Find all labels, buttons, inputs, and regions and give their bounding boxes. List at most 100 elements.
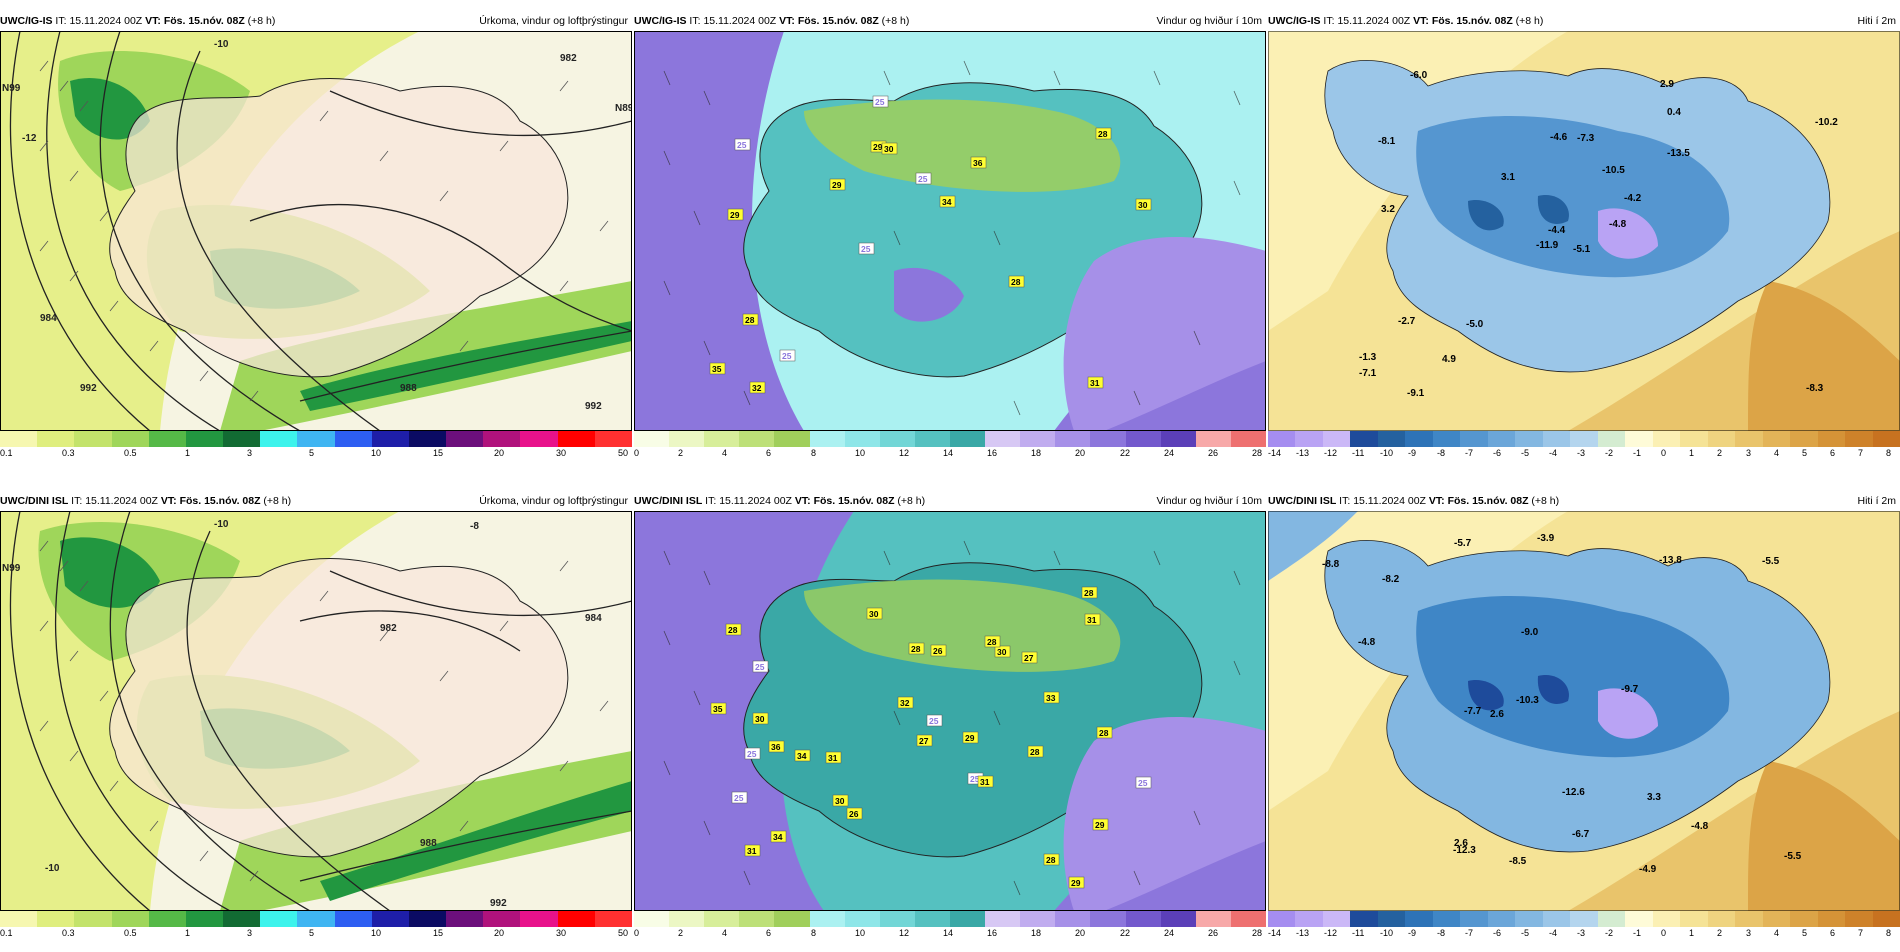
wind-colorbar-ticks: 0 2 4 6 8 10 12 14 16 18 20 22 24 26 28: [634, 448, 1266, 460]
colorbar-tick: 2: [678, 448, 684, 458]
temp-colorbar-ticks: -14 -13 -12 -11 -10 -9 -8 -7 -6 -5 -4 -3 -2 -1 0 1 2 3 4 5 6…: [1268, 928, 1900, 940]
temperature-label: -8.3: [1806, 383, 1824, 394]
gust-label: 29: [1095, 820, 1105, 830]
colorbar-swatch: [297, 431, 335, 447]
colorbar-tick: 26: [1208, 928, 1219, 938]
temperature-label: -12.3: [1453, 845, 1476, 856]
colorbar-swatch: [1625, 911, 1653, 927]
gust-label: 29: [730, 210, 740, 220]
gust-label: 29: [965, 733, 975, 743]
colorbar-swatch: [1460, 911, 1488, 927]
colorbar-swatch: [594, 911, 632, 927]
vt-value: Fös. 15.nóv. 08Z: [163, 15, 245, 27]
temperature-label: -7.7: [1464, 706, 1482, 717]
temperature-label: -10.5: [1602, 165, 1625, 176]
colorbar-swatch: [1597, 911, 1626, 927]
colorbar-tick: 50: [618, 928, 629, 938]
colorbar-swatch: [774, 431, 810, 447]
model-name: UWC/IG-IS: [1268, 15, 1321, 27]
colorbar-swatch: [1230, 911, 1266, 927]
colorbar-swatch: [1090, 431, 1126, 447]
precip-map: -10 982 -8 984 988 992 N99 -10: [0, 511, 632, 911]
it-value: 15.11.2024 00Z: [719, 495, 792, 507]
colorbar-swatch: [111, 911, 149, 927]
gust-label: 30: [884, 144, 894, 154]
colorbar-swatch: [74, 911, 112, 927]
gust-label-box: [752, 712, 769, 725]
colorbar-swatch: [1322, 431, 1351, 447]
colorbar-tick: -6: [1493, 928, 1502, 938]
colorbar-swatch: [260, 431, 298, 447]
colorbar-swatch: [148, 431, 186, 447]
colorbar-tick: -5: [1521, 928, 1530, 938]
gust-label-box: [872, 95, 889, 108]
colorbar-swatch: [809, 431, 845, 447]
temperature-label: -5.1: [1573, 244, 1591, 255]
colorbar-swatch: [334, 431, 372, 447]
temperature-label: -8.2: [1382, 574, 1400, 585]
vt-value: Fös. 15.nóv. 08Z: [179, 495, 261, 507]
colorbar-swatch: [1020, 911, 1056, 927]
colorbar-tick: 7: [1858, 928, 1864, 938]
colorbar-tick: -8: [1437, 928, 1446, 938]
temperature-label: -3.9: [1537, 533, 1555, 544]
colorbar-swatch: [483, 911, 521, 927]
gust-label-box: [858, 242, 875, 255]
colorbar-swatch: [1707, 911, 1736, 927]
temp-map: -5.1 -8.1 -4.4 -1.3 -4.2 -5.0 2.9 -7.3 0.4 -4.8 -6…: [1268, 31, 1900, 431]
model-name: UWC/DINI ISL: [0, 495, 69, 507]
temperature-label: -5.0: [1466, 319, 1484, 330]
gust-label: 36: [771, 742, 781, 752]
colorbar-swatch: [1845, 911, 1873, 927]
gust-label-box: [881, 142, 898, 155]
colorbar-swatch: [914, 911, 950, 927]
temperature-label: -11.9: [1536, 240, 1559, 251]
gust-label-box: [897, 696, 914, 709]
colorbar-tick: 1: [185, 448, 191, 458]
colorbar-tick: -2: [1605, 928, 1614, 938]
colorbar-tick: 0.5: [124, 448, 137, 458]
gust-label: 28: [911, 644, 921, 654]
model-name: UWC/DINI ISL: [634, 495, 703, 507]
it-label: IT:: [71, 495, 83, 507]
gust-label: 28: [1030, 747, 1040, 757]
colorbar-swatch: [1515, 431, 1543, 447]
panel-header: UWC/DINI ISL IT: 15.11.2024 00Z VT: Fös.…: [1268, 492, 1900, 510]
panel-header: UWC/IG-IS IT: 15.11.2024 00Z VT: Fös. 15…: [0, 12, 632, 30]
pressure-label: -10: [214, 519, 229, 530]
colorbar-tick: -11: [1352, 448, 1365, 458]
gust-label: 30: [869, 609, 879, 619]
gust-label: 35: [713, 704, 723, 714]
gust-label-box: [1043, 853, 1060, 866]
colorbar-swatch: [1055, 431, 1091, 447]
gust-label-box: [1068, 876, 1085, 889]
colorbar-swatch: [371, 911, 409, 927]
colorbar-tick: -2: [1605, 448, 1614, 458]
colorbar-swatch: [111, 431, 149, 447]
panel-title: Vindur og hviður í 10m: [1156, 15, 1262, 27]
colorbar-tick: 18: [1031, 448, 1042, 458]
colorbar-tick: 22: [1120, 928, 1131, 938]
vt-label: VT:: [145, 15, 161, 27]
wind-colorbar-ticks: 0 2 4 6 8 10 12 14 16 18 20 22 24 26 28: [634, 928, 1266, 940]
gust-label-box: [1095, 127, 1112, 140]
colorbar-tick: 0.5: [124, 928, 137, 938]
colorbar-swatch: [520, 431, 558, 447]
gust-label-box: [908, 642, 925, 655]
gust-label-box: [832, 794, 849, 807]
colorbar-swatch: [1735, 911, 1763, 927]
it-label: IT:: [689, 15, 701, 27]
colorbar-tick: 28: [1252, 448, 1263, 458]
it-value: 15.11.2024 00Z: [85, 495, 158, 507]
colorbar-swatch: [1680, 911, 1708, 927]
colorbar-swatch: [185, 911, 224, 927]
gust-label-box: [829, 178, 846, 191]
gust-label-box: [866, 607, 883, 620]
gust-label-box: [794, 749, 811, 762]
colorbar-tick: 12: [899, 928, 910, 938]
gust-label: 28: [1099, 728, 1109, 738]
colorbar-swatch: [1680, 431, 1708, 447]
wind-colorbar: [634, 911, 1266, 927]
panel-temp-top: UWC/IG-IS IT: 15.11.2024 00Z VT: Fös. 15…: [1268, 12, 1900, 472]
temperature-label: 3.1: [1501, 172, 1515, 183]
